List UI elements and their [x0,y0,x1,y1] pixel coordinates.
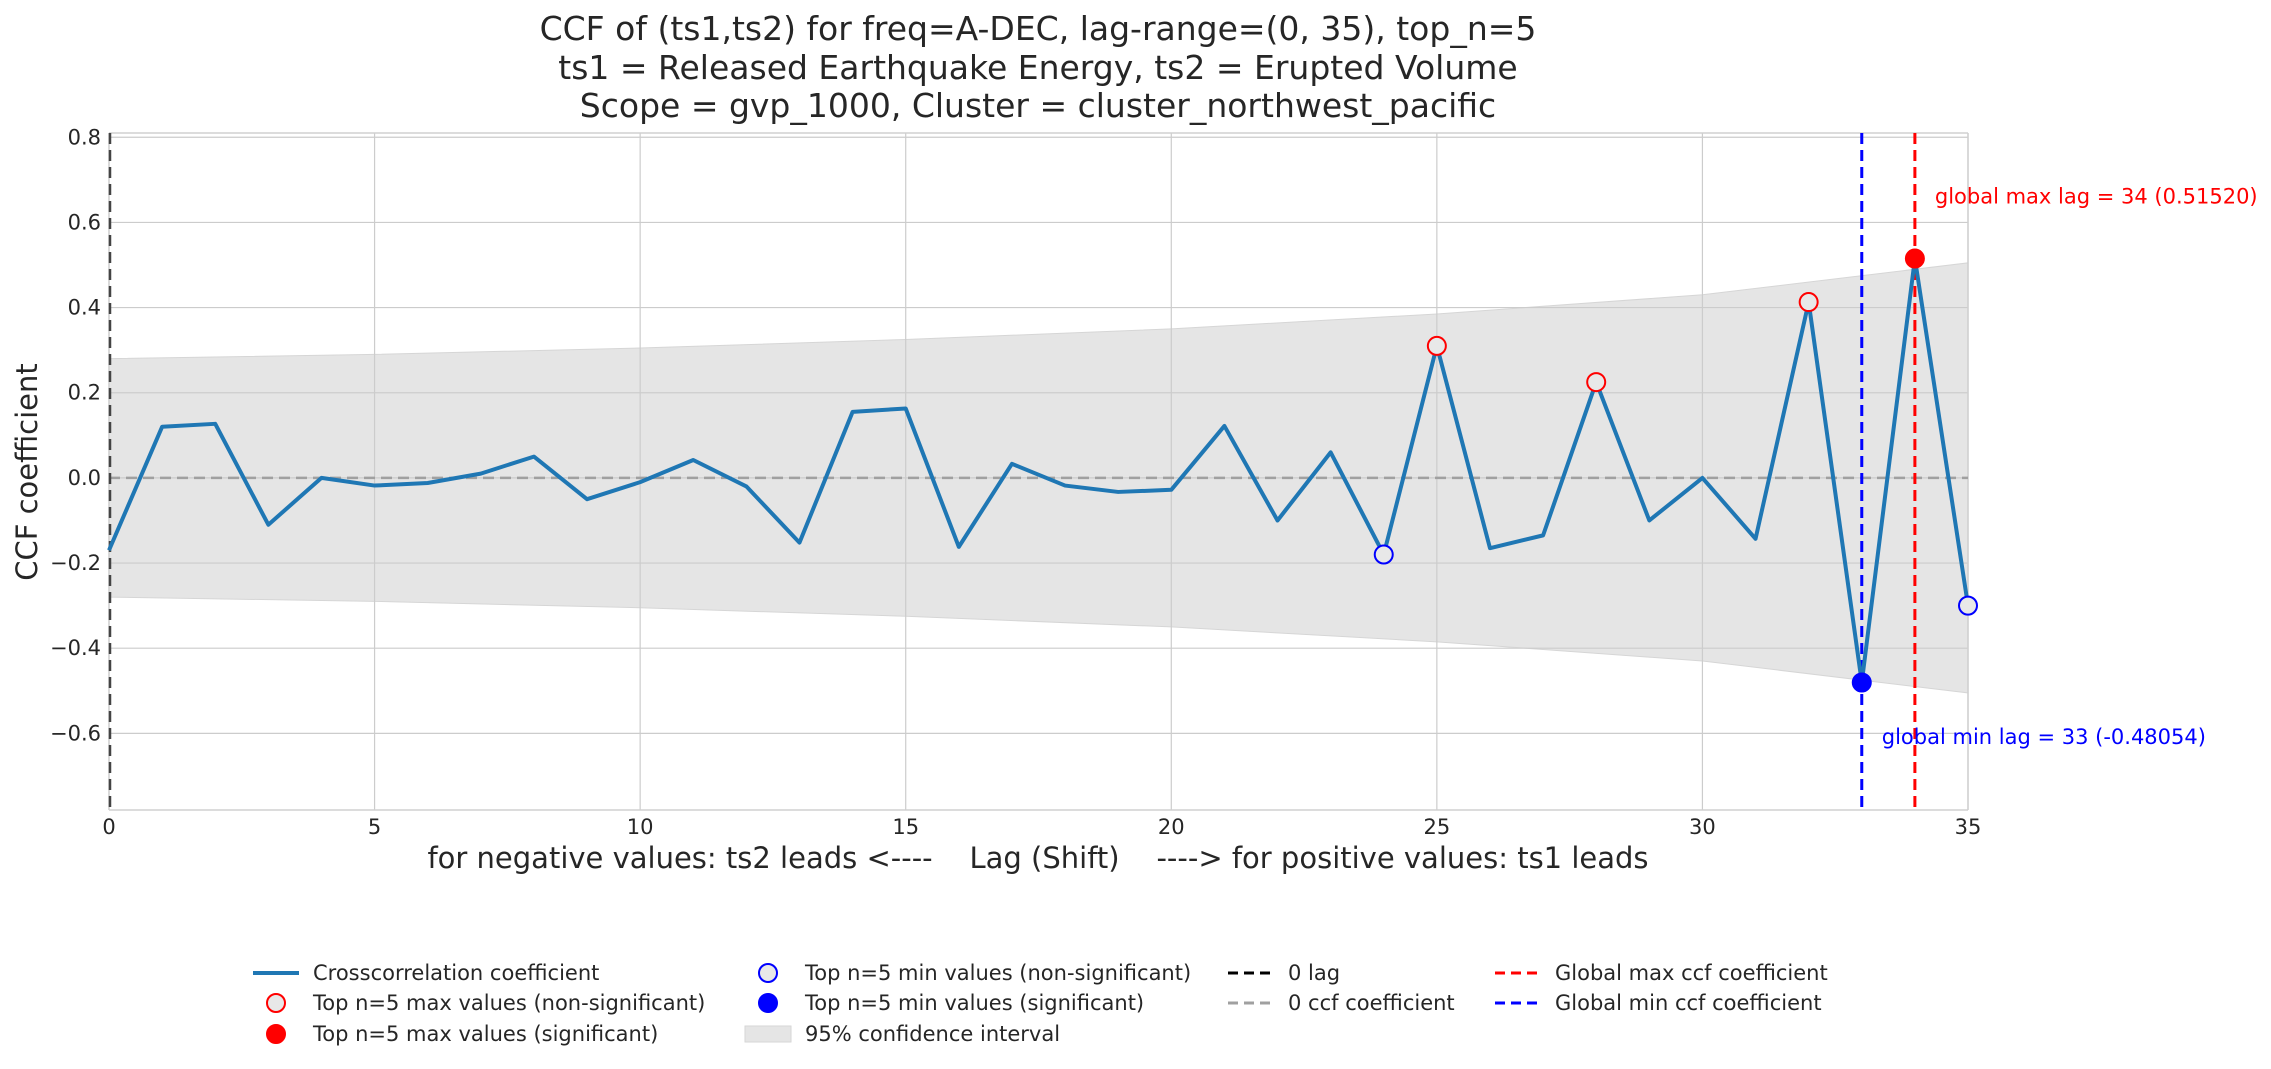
legend-max-nonsig-swatch [266,993,286,1013]
y-tick-label-3: 0.0 [68,466,101,490]
legend-entry: 0 lag [1228,961,1340,985]
x-tick-label-15: 15 [892,815,919,839]
legend-label: Top n=5 max values (non-significant) [312,991,705,1015]
chart-title-line-2: ts1 = Released Earthquake Energy, ts2 = … [558,48,1517,87]
legend-entry: Top n=5 min values (non-significant) [758,961,1191,985]
legend-ci-swatch [744,1025,792,1043]
max-marker-nonsig-32 [1798,292,1819,313]
x-tick-label-0: 0 [102,815,115,839]
x-axis-label: for negative values: ts2 leads <---- Lag… [427,841,1648,875]
legend-label: 95% confidence interval [805,1022,1060,1046]
top-n-markers [1373,248,1978,693]
ccf-series [107,256,1970,685]
y-tick-label-5: 0.4 [68,296,101,320]
legend-label: 0 ccf coefficient [1288,991,1455,1015]
legend-entry: Top n=5 min values (significant) [758,991,1144,1015]
y-axis-ticks: −0.6 −0.4 −0.2 0.0 0.2 0.4 0.6 0.8 [50,125,101,745]
max-marker-nonsig-28 [1586,372,1607,393]
legend-entry: Global max ccf coefficient [1495,961,1828,985]
max-marker-sig-34 [1904,248,1925,269]
legend-entry: Top n=5 max values (non-significant) [266,991,705,1015]
legend-max-sig-swatch [266,1024,286,1044]
reference-lines [108,133,1968,810]
global-max-annotation: global max lag = 34 (0.51520) [1935,184,2258,208]
x-tick-label-35: 35 [1955,815,1982,839]
min-marker-nonsig-24 [1373,544,1394,565]
legend-label: Global min ccf coefficient [1555,991,1822,1015]
legend-label: Top n=5 min values (non-significant) [804,961,1191,985]
max-marker-nonsig-25 [1426,335,1447,356]
legend-label: Top n=5 min values (significant) [804,991,1144,1015]
chart-title-line-1: CCF of (ts1,ts2) for freq=A-DEC, lag-ran… [540,9,1537,48]
legend-entry: Crosscorrelation coefficient [253,961,599,985]
legend-entry: Top n=5 max values (significant) [266,1022,658,1046]
y-tick-label-7: 0.8 [68,125,101,149]
legend-label: Top n=5 max values (significant) [312,1022,658,1046]
y-tick-label-0: −0.6 [50,721,101,745]
x-tick-label-10: 10 [627,815,654,839]
min-marker-sig-33 [1851,672,1872,693]
y-tick-label-2: −0.2 [50,551,101,575]
annotations: global max lag = 34 (0.51520) global min … [1882,184,2258,749]
chart-title: CCF of (ts1,ts2) for freq=A-DEC, lag-ran… [540,9,1537,125]
legend: Crosscorrelation coefficient Top n=5 max … [253,961,1828,1046]
y-tick-label-4: 0.2 [68,381,101,405]
x-tick-label-25: 25 [1423,815,1450,839]
legend-label: Global max ccf coefficient [1555,961,1828,985]
legend-label: 0 lag [1288,961,1340,985]
chart-title-line-3: Scope = gvp_1000, Cluster = cluster_nort… [580,86,1496,125]
min-marker-nonsig-35 [1958,595,1978,616]
y-tick-label-6: 0.6 [68,210,101,234]
global-min-annotation: global min lag = 33 (-0.48054) [1882,725,2206,749]
x-tick-label-5: 5 [368,815,381,839]
ccf-series-line-0 [107,256,1970,685]
x-tick-label-20: 20 [1158,815,1185,839]
legend-entry: 0 ccf coefficient [1228,991,1455,1015]
legend-min-sig-swatch [758,993,778,1013]
legend-min-nonsig-swatch [758,963,778,983]
x-axis-ticks: 0 5 10 15 20 25 30 35 [102,815,1981,839]
y-axis-label: CCF coefficient [10,363,44,581]
legend-label: Crosscorrelation coefficient [313,961,599,985]
legend-entry: 95% confidence interval [744,1022,1060,1046]
x-tick-label-30: 30 [1689,815,1716,839]
legend-entry: Global min ccf coefficient [1495,991,1822,1015]
y-tick-label-1: −0.4 [50,636,101,660]
